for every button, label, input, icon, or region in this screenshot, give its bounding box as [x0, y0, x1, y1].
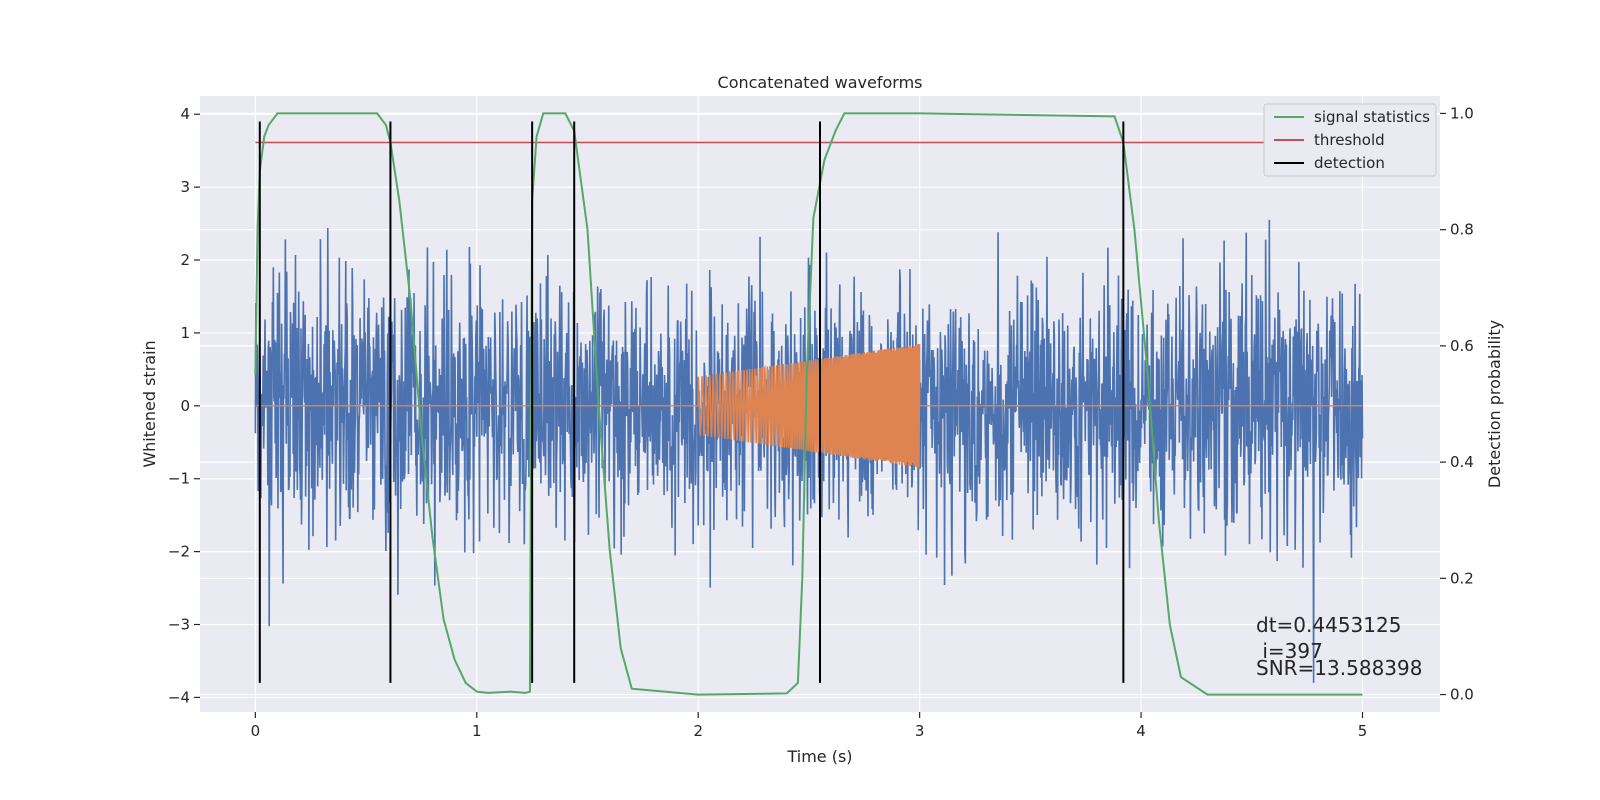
axes: 0 1 2 3 4 5 −4 −3 −2 −1 0 1 2 3 4 0.0 0.2 0.4 0.6 0.8 1.0: [168, 104, 1474, 740]
injection-line: [255, 343, 1363, 468]
legend-label-threshold: threshold: [1314, 131, 1385, 149]
y2-tick-label: 0.8: [1450, 221, 1474, 239]
y2-tick-label: 1.0: [1450, 104, 1474, 122]
y2-axis-label: Detection probability: [1485, 320, 1504, 488]
y-tick-label: 2: [180, 251, 190, 269]
y-axis-label: Whitened strain: [140, 340, 159, 467]
y2-tick-label: 0.4: [1450, 453, 1474, 471]
strain-line: [254, 219, 1364, 683]
x-tick-label: 0: [251, 722, 261, 740]
annotation-dt: dt=0.4453125: [1256, 613, 1401, 637]
y2-tick-label: 0.2: [1450, 569, 1474, 587]
signal-statistics-line: [254, 112, 1363, 696]
annotation-index: i=397: [1256, 639, 1323, 663]
x-tick-label: 2: [693, 722, 703, 740]
detection-series: [258, 121, 1125, 683]
x-tick-label: 5: [1358, 722, 1368, 740]
strain-series: [254, 219, 1364, 683]
y-tick-label: −2: [168, 543, 190, 561]
y2-tick-label: 0.6: [1450, 337, 1474, 355]
x-tick-label: 1: [472, 722, 482, 740]
legend-box: [1263, 103, 1437, 177]
legend-label-signal-statistics: signal statistics: [1314, 108, 1430, 126]
signal-statistics-series: [254, 112, 1363, 696]
y-tick-label: 0: [180, 397, 190, 415]
y2-tick-label: 0.0: [1450, 686, 1474, 704]
y-tick-label: −1: [168, 470, 190, 488]
legend: signal statistics threshold detection: [1263, 103, 1437, 177]
injection-series: [255, 343, 1363, 468]
y-tick-label: 3: [180, 178, 190, 196]
annotation-snr: SNR=13.588398: [1256, 656, 1422, 680]
y-tick-label: −3: [168, 616, 190, 634]
x-tick-label: 3: [915, 722, 925, 740]
legend-label-detection: detection: [1314, 154, 1385, 172]
x-axis-label: Time (s): [786, 747, 852, 766]
x-tick-label: 4: [1136, 722, 1146, 740]
y-tick-label: −4: [168, 688, 190, 706]
y-tick-label: 1: [180, 324, 190, 342]
chart-title: Concatenated waveforms: [718, 73, 923, 92]
y-tick-label: 4: [180, 105, 190, 123]
